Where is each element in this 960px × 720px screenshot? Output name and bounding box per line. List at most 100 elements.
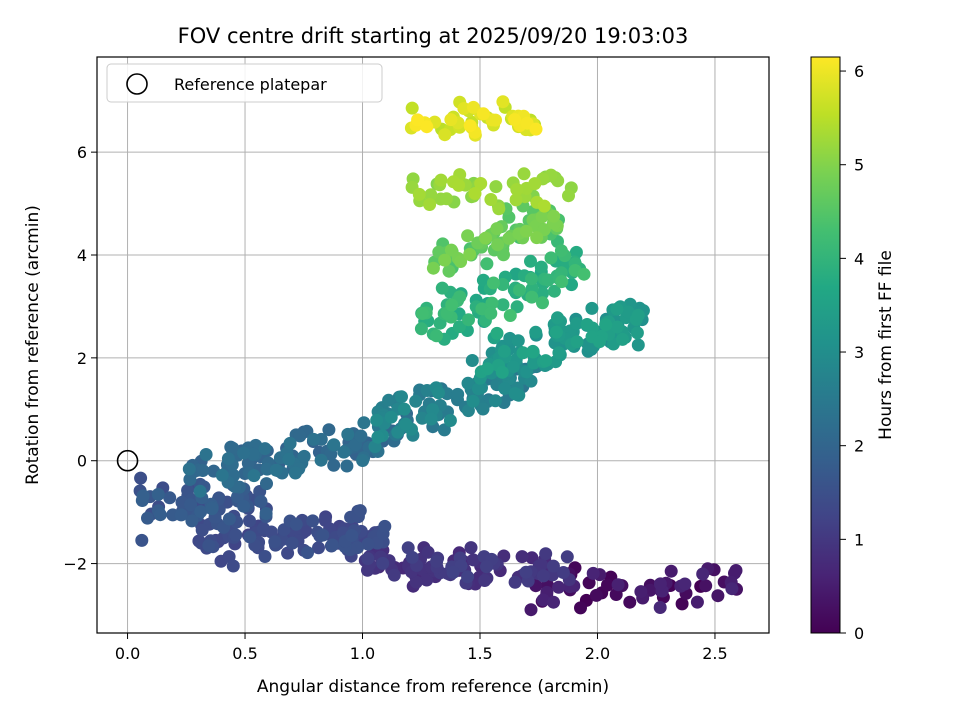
scatter-point: [288, 466, 302, 480]
y-axis-ticks: −2 0 2 4 6: [63, 143, 97, 574]
scatter-point: [134, 471, 148, 485]
scatter-point: [405, 550, 419, 564]
colorbar-tick-label: 5: [854, 156, 864, 175]
scatter-point: [325, 538, 339, 552]
x-tick-label: 1.5: [467, 644, 492, 663]
scatter-point: [151, 487, 165, 501]
scatter-point: [549, 325, 563, 339]
scatter-point: [547, 284, 561, 298]
scatter-point: [536, 593, 550, 607]
scatter-point: [194, 505, 208, 519]
scatter-point: [725, 582, 739, 596]
scatter-point: [424, 412, 438, 426]
scatter-point: [601, 578, 614, 592]
scatter-point: [524, 603, 538, 617]
scatter-point: [630, 326, 644, 340]
scatter-point: [631, 338, 645, 352]
scatter-point: [183, 473, 197, 486]
scatter-point: [570, 317, 584, 330]
scatter-point: [509, 193, 523, 207]
scatter-point: [510, 300, 524, 314]
scatter-point: [544, 251, 558, 265]
x-tick-label: 0.5: [232, 644, 257, 663]
scatter-point: [580, 318, 594, 331]
scatter-point: [487, 276, 500, 290]
scatter-point: [237, 446, 251, 460]
scatter-point: [519, 224, 533, 238]
scatter-point: [226, 441, 240, 455]
colorbar-tick-label: 4: [854, 249, 864, 268]
scatter-point: [492, 202, 506, 216]
scatter-point: [282, 452, 296, 466]
scatter-point: [382, 393, 396, 407]
scatter-point: [237, 499, 251, 513]
scatter-point: [711, 589, 725, 603]
scatter-point: [530, 231, 544, 245]
scatter-point: [243, 530, 257, 544]
scatter-point: [327, 438, 341, 452]
scatter-point: [552, 580, 566, 594]
y-tick-label: 0: [77, 452, 87, 471]
scatter-point: [466, 553, 480, 567]
scatter-point: [399, 417, 413, 431]
scatter-point: [454, 255, 468, 268]
legend: Reference platepar: [106, 63, 383, 103]
scatter-point: [411, 113, 425, 127]
scatter-point: [535, 210, 549, 224]
scatter-point: [490, 326, 504, 340]
scatter-point: [599, 318, 613, 332]
scatter-point: [246, 447, 260, 461]
scatter-point: [527, 356, 541, 370]
scatter-point: [497, 248, 510, 262]
scatter-point: [452, 178, 466, 192]
colorbar-tick-label: 0: [854, 624, 864, 643]
colorbar-tick-label: 3: [854, 343, 864, 362]
scatter-point: [466, 100, 480, 114]
scatter-point: [610, 302, 624, 316]
scatter-point: [463, 247, 477, 261]
scatter-point: [480, 560, 493, 574]
scatter-point: [354, 429, 368, 443]
scatter-point: [491, 238, 505, 252]
scatter-point: [508, 575, 522, 589]
scatter-point: [526, 345, 540, 359]
scatter-point: [397, 402, 411, 416]
scatter-point: [497, 344, 511, 358]
scatter-point: [405, 101, 419, 115]
scatter-point: [420, 573, 434, 587]
scatter-point: [446, 565, 460, 579]
scatter-point: [634, 585, 648, 599]
scatter-point: [416, 307, 429, 320]
scatter-point: [484, 193, 498, 206]
scatter-point: [409, 394, 423, 408]
scatter-point: [289, 517, 303, 531]
scatter-point: [340, 459, 354, 473]
scatter-point: [426, 261, 440, 275]
scatter-point: [547, 595, 560, 609]
scatter-point: [174, 508, 188, 522]
colorbar-gradient: [810, 56, 841, 634]
scatter-point: [463, 119, 477, 133]
scatter-point: [462, 313, 475, 327]
scatter-point: [215, 468, 229, 482]
scatter-point: [260, 477, 273, 491]
chart-title: FOV centre drift starting at 2025/09/20 …: [178, 24, 689, 48]
scatter-point: [327, 458, 341, 472]
scatter-point: [136, 489, 150, 503]
legend-entry-label: Reference platepar: [174, 75, 327, 94]
scatter-point: [586, 566, 600, 580]
scatter-point: [560, 550, 574, 564]
scatter-point: [414, 322, 428, 336]
scatter-point: [729, 564, 743, 577]
scatter-point: [653, 601, 667, 614]
scatter-point: [281, 546, 295, 560]
scatter-point: [664, 564, 678, 578]
scatter-point: [293, 429, 307, 443]
scatter-point: [495, 365, 509, 379]
scatter-point: [474, 177, 488, 190]
scatter-point: [423, 198, 437, 211]
scatter-point: [430, 555, 444, 568]
scatter-point: [577, 267, 591, 281]
scatter-points: [133, 95, 743, 617]
